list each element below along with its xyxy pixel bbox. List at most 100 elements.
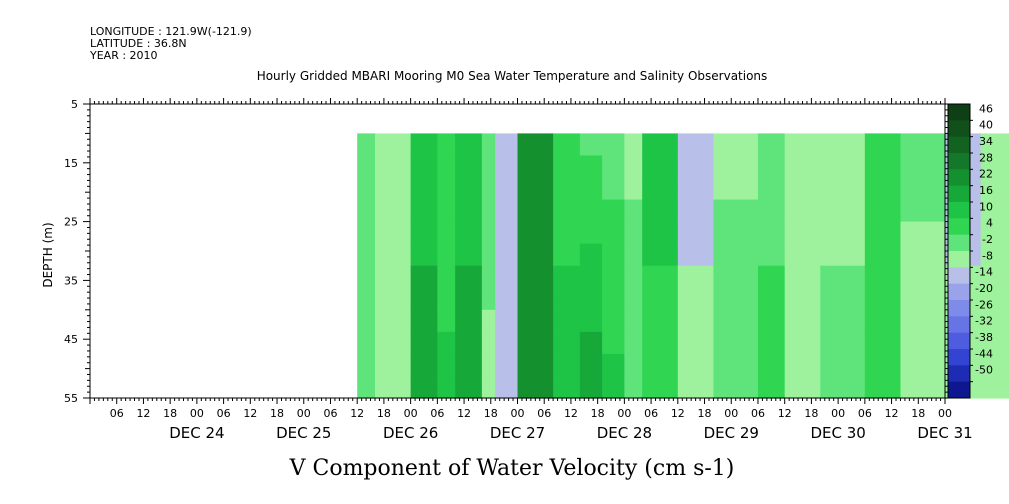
heatmap-cell [481,331,496,355]
x-hour-tick-label: 00 [190,407,204,420]
heatmap-cell [820,199,866,223]
chart-title: Hourly Gridded MBARI Mooring M0 Sea Wate… [257,69,768,83]
heatmap-cell [579,155,603,179]
heatmap-cell [602,155,625,179]
heatmap-cell [517,199,554,223]
heatmap-cell [375,221,412,245]
heatmap-cell [900,331,946,355]
heatmap-cell [864,177,902,201]
heatmap-cell [900,309,946,333]
heatmap-cell [553,375,581,399]
heatmap-cell [677,199,715,223]
heatmap-cell [495,199,519,223]
colorbar-label: 22 [979,168,993,181]
heatmap-cell [579,177,603,201]
heatmap-cell [713,221,759,245]
heatmap-cell [481,133,496,157]
heatmap-cell [624,375,643,399]
heatmap-cell [553,331,581,355]
heatmap-cell [642,309,679,333]
x-hour-tick-label: 00 [511,407,525,420]
heatmap-cell [437,243,456,267]
heatmap-cell [677,375,715,399]
heatmap-cell [713,331,759,355]
colorbar-swatch [948,283,970,301]
heatmap-cell [495,353,519,377]
x-day-label: DEC 29 [704,424,759,442]
heatmap-cell [784,375,821,399]
heatmap-cell [900,199,946,223]
x-hour-tick-label: 06 [537,407,551,420]
heatmap-cell [900,375,946,399]
heatmap-cell [553,155,581,179]
heatmap-cell [455,375,483,399]
heatmap-cell [553,133,581,157]
heatmap-cell [713,155,759,179]
heatmap-cell [517,243,554,267]
colorbar-swatch [948,218,970,236]
heatmap-cell [864,243,902,267]
heatmap-cell [410,243,438,267]
heatmap-cell [642,155,679,179]
heatmap-cell [495,243,519,267]
heatmap-cell [357,155,376,179]
heatmap-cell [820,309,866,333]
heatmap-cell [900,221,946,245]
heatmap-cell [410,353,438,377]
heatmap-cell [481,309,496,333]
heatmap-cell [642,199,679,223]
heatmap-cell [495,221,519,245]
heatmap-cell [864,331,902,355]
heatmap-cell [820,331,866,355]
heatmap-cell [579,309,603,333]
heatmap-cell [677,155,715,179]
heatmap-cell [864,221,902,245]
heatmap-cell [375,243,412,267]
heatmap-cell [517,177,554,201]
heatmap-cell [410,265,438,289]
heatmap-cell [784,353,821,377]
heatmap-cell [677,133,715,157]
heatmap-cell [757,331,786,355]
heatmap-cell [375,287,412,311]
heatmap-cell [579,331,603,355]
heatmap-cell [820,243,866,267]
heatmap-cell [900,265,946,289]
x-hour-tick-label: 00 [617,407,631,420]
colorbar-label: -50 [975,364,993,377]
heatmap-cell [455,199,483,223]
x-hour-tick-label: 18 [484,407,498,420]
heatmap-cell [784,265,821,289]
heatmap-cell [602,287,625,311]
colorbar-label: -8 [982,249,993,262]
x-hour-tick-label: 06 [751,407,765,420]
heatmap-cell [900,177,946,201]
heatmap-cell [900,133,946,157]
y-axis-label: DEPTH (m) [41,222,55,287]
heatmap-cell [757,155,786,179]
heatmap-cell [864,155,902,179]
heatmap-cell [579,221,603,245]
heatmap-cell [495,287,519,311]
heatmap-cell [357,331,376,355]
heatmap-cell [677,287,715,311]
heatmap-cell [375,353,412,377]
colorbar-label: -44 [975,347,993,360]
heatmap-cell [713,177,759,201]
x-hour-tick-label: 12 [564,407,578,420]
heatmap-cell [784,177,821,201]
heatmap-cell [677,353,715,377]
heatmap-cell [757,133,786,157]
colorbar-label: 28 [979,151,993,164]
heatmap-cell [375,265,412,289]
heatmap-cell [784,133,821,157]
x-hour-tick-label: 00 [938,407,952,420]
heatmap-cell [602,331,625,355]
heatmap-cell [820,221,866,245]
heatmap-cell [357,375,376,399]
heatmap-cell [900,155,946,179]
colorbar-label: -26 [975,298,993,311]
heatmap-cell [437,375,456,399]
heatmap-cell [677,221,715,245]
